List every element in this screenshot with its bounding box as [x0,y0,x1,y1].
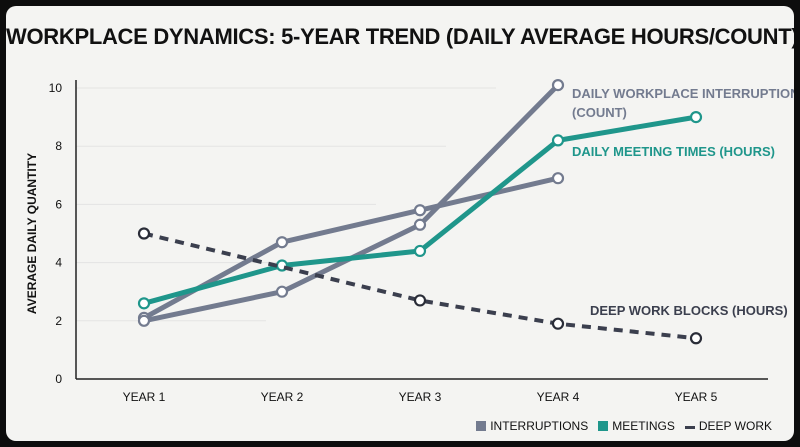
data-point-interruptions-b [413,218,427,231]
y-tick-label: 4 [55,256,62,270]
series-label-interruptions: DAILY WORKPLACE INTERRUPTIONS [572,86,794,101]
data-point-meetings [551,134,565,147]
y-tick-label: 2 [55,314,62,328]
data-point-interruptions-b [275,285,289,298]
data-point-deep-work [689,332,703,345]
data-point-deep-work [413,294,427,307]
series-line-interruptions [141,175,561,321]
y-tick-label: 8 [55,139,62,153]
data-point-meetings [413,244,427,258]
legend-item-interruptions: INTERRUPTIONS [476,419,588,433]
x-tick-label: YEAR 5 [675,390,718,404]
legend-label-meetings: MEETINGS [612,419,675,433]
data-point-deep-work [137,227,151,240]
data-point-interruptions-b [137,314,151,327]
legend-item-meetings: MEETINGS [598,419,675,433]
data-point-meetings [689,110,703,124]
legend-label-deep-work: DEEP WORK [698,419,772,433]
x-tick-label: YEAR 1 [123,390,166,404]
line-chart: 0 2 4 6 8 10 YEAR 1 YEAR 2 YEAR 3 YEAR 4 YEAR 5 AVE… [25,78,794,404]
series-line-deep-work [143,231,697,341]
series-label-meetings: DAILY MEETING TIMES (HOURS) [572,144,775,159]
x-tick-label: YEAR 3 [399,390,442,404]
data-point-interruptions [413,204,427,217]
chart-title: WORKPLACE DYNAMICS: 5-YEAR TREND (DAILY … [6,24,794,49]
y-tick-label: 10 [49,81,63,95]
series-label-deep-work: DEEP WORK BLOCKS (HOURS) [590,303,788,318]
data-point-meetings [137,297,151,310]
data-point-interruptions [551,172,565,185]
chart-card: WORKPLACE DYNAMICS: 5-YEAR TREND (DAILY … [6,6,794,441]
data-point-interruptions [275,236,289,249]
series-label-interruptions: (COUNT) [572,105,627,120]
y-tick-label: 6 [55,197,62,211]
legend: INTERRUPTIONS MEETINGS DEEP WORK [476,419,772,433]
legend-swatch-meetings [598,421,609,431]
x-tick-label: YEAR 4 [537,390,580,404]
y-tick-label: 0 [55,372,62,386]
x-tick-label: YEAR 2 [261,390,304,404]
data-point-deep-work [551,317,565,330]
legend-swatch-interruptions [476,421,487,431]
data-point-interruptions-b [551,78,565,92]
legend-swatch-deep-work [684,425,695,429]
legend-label-interruptions: INTERRUPTIONS [490,419,589,433]
legend-item-deep-work: DEEP WORK [684,419,772,433]
y-axis-label: AVERAGE DAILY QUANTITY [25,153,39,314]
